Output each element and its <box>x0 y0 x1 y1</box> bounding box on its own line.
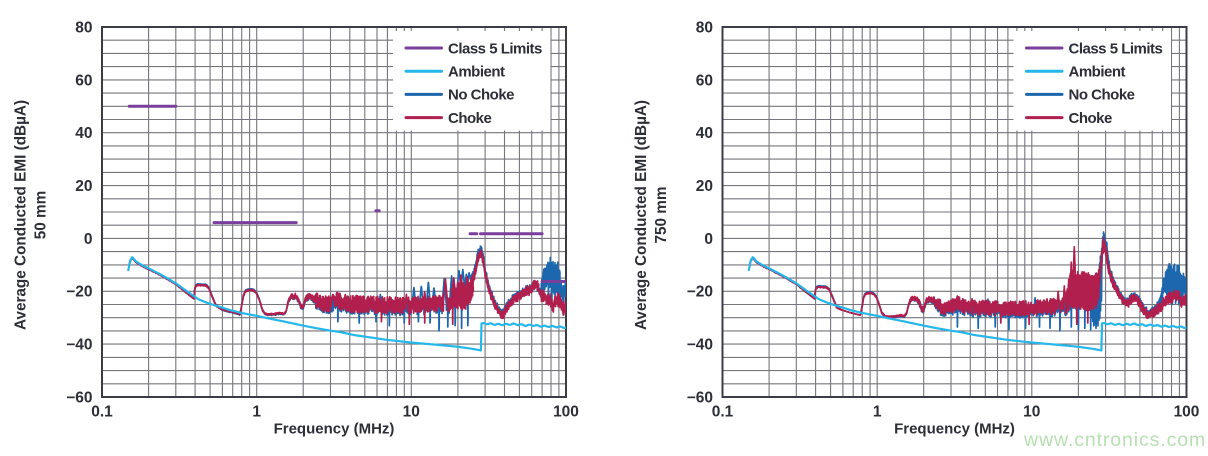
svg-text:Ambient: Ambient <box>448 63 505 80</box>
svg-text:Choke: Choke <box>1069 110 1113 127</box>
svg-text:Choke: Choke <box>448 110 492 127</box>
svg-text:10: 10 <box>403 404 420 421</box>
svg-text:100: 100 <box>1174 404 1200 421</box>
svg-text:20: 20 <box>75 178 92 195</box>
svg-text:60: 60 <box>696 72 713 89</box>
svg-text:50 mm: 50 mm <box>32 191 49 239</box>
svg-text:20: 20 <box>696 178 713 195</box>
svg-text:www.cntronics.com: www.cntronics.com <box>1023 429 1206 451</box>
svg-text:Average Conducted EMI (dBµA): Average Conducted EMI (dBµA) <box>12 100 29 330</box>
svg-text:80: 80 <box>75 19 92 36</box>
svg-text:Ambient: Ambient <box>1069 63 1126 80</box>
svg-text:Class 5 Limits: Class 5 Limits <box>448 40 542 57</box>
svg-text:100: 100 <box>553 404 579 421</box>
svg-text:0.1: 0.1 <box>712 404 734 421</box>
svg-text:80: 80 <box>696 19 713 36</box>
svg-text:0.1: 0.1 <box>91 404 113 421</box>
svg-text:40: 40 <box>696 125 713 142</box>
svg-text:−40: −40 <box>66 337 92 354</box>
svg-text:No Choke: No Choke <box>1069 87 1135 104</box>
svg-text:−60: −60 <box>687 389 713 406</box>
svg-text:0: 0 <box>704 231 713 248</box>
svg-text:−20: −20 <box>66 284 92 301</box>
svg-text:−40: −40 <box>687 337 713 354</box>
svg-text:Average Conducted EMI (dBµA): Average Conducted EMI (dBµA) <box>633 100 650 330</box>
svg-text:Class 5 Limits: Class 5 Limits <box>1069 40 1163 57</box>
svg-text:Frequency (MHz): Frequency (MHz) <box>894 421 1015 438</box>
svg-text:750 mm: 750 mm <box>653 187 670 244</box>
svg-text:−60: −60 <box>66 389 92 406</box>
svg-text:Frequency (MHz): Frequency (MHz) <box>274 421 395 438</box>
svg-text:1: 1 <box>873 404 882 421</box>
svg-text:1: 1 <box>252 404 261 421</box>
svg-text:−20: −20 <box>687 284 713 301</box>
svg-text:40: 40 <box>75 125 92 142</box>
svg-text:No Choke: No Choke <box>448 87 514 104</box>
svg-text:0: 0 <box>84 231 93 248</box>
svg-text:10: 10 <box>1023 404 1040 421</box>
svg-text:60: 60 <box>75 72 92 89</box>
